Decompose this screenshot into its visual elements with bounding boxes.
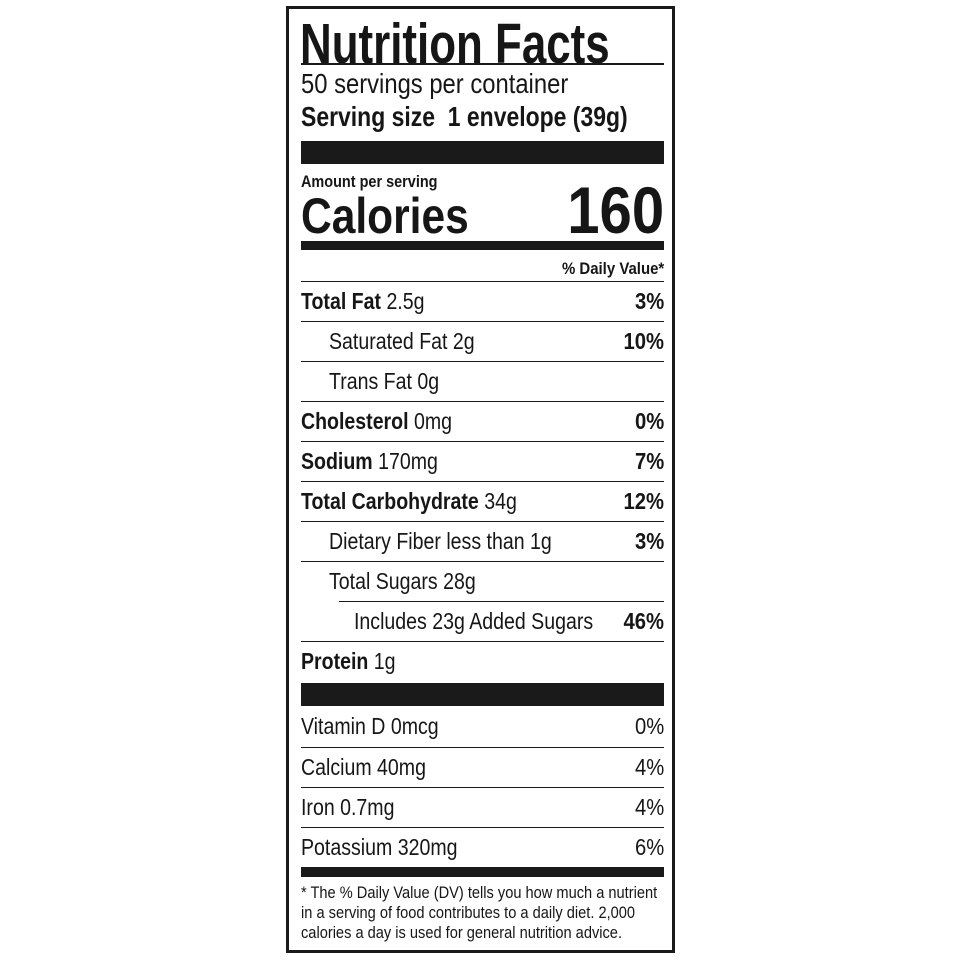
nutrient-row: Trans Fat 0g bbox=[329, 368, 440, 394]
nutrition-facts-label: Nutrition Facts 50 servings per containe… bbox=[286, 6, 675, 953]
divider bbox=[301, 787, 664, 788]
divider bbox=[301, 441, 664, 442]
footnote: * The % Daily Value (DV) tells you how m… bbox=[301, 883, 658, 942]
nutrient-row: Cholesterol 0mg 0% bbox=[301, 408, 664, 434]
divider bbox=[301, 361, 664, 362]
nutrient-row: Includes 23g Added Sugars 46% bbox=[354, 608, 664, 634]
calories-label: Calories bbox=[301, 188, 469, 244]
divider bbox=[301, 561, 664, 562]
vitamin-row: Iron 0.7mg 4% bbox=[301, 794, 664, 820]
nutrient-row: Sodium 170mg 7% bbox=[301, 448, 664, 474]
daily-value-header: % Daily Value* bbox=[561, 259, 664, 278]
vitamin-row: Potassium 320mg 6% bbox=[301, 834, 664, 860]
title: Nutrition Facts bbox=[300, 12, 610, 76]
divider bbox=[301, 827, 664, 828]
thick-bar bbox=[301, 141, 664, 164]
serving-size: Serving size 1 envelope (39g) bbox=[301, 101, 628, 132]
divider bbox=[339, 601, 664, 602]
divider bbox=[301, 521, 664, 522]
amount-per-serving: Amount per serving bbox=[301, 172, 438, 191]
medium-bar bbox=[301, 241, 664, 250]
divider bbox=[301, 747, 664, 748]
nutrient-row: Dietary Fiber less than 1g 3% bbox=[329, 528, 664, 554]
vitamin-row: Calcium 40mg 4% bbox=[301, 754, 664, 780]
nutrient-row: Protein 1g bbox=[301, 648, 396, 674]
calories-value: 160 bbox=[567, 173, 664, 247]
vitamin-row: Vitamin D 0mcg 0% bbox=[301, 713, 664, 739]
divider bbox=[301, 481, 664, 482]
divider bbox=[301, 401, 664, 402]
divider bbox=[301, 281, 664, 282]
nutrient-row: Total Sugars 28g bbox=[329, 568, 476, 594]
thick-bar bbox=[301, 683, 664, 706]
nutrient-row: Saturated Fat 2g 10% bbox=[329, 328, 664, 354]
medium-bar bbox=[301, 867, 664, 877]
servings-per-container: 50 servings per container bbox=[301, 68, 569, 99]
divider bbox=[301, 63, 664, 65]
nutrient-row: Total Fat 2.5g 3% bbox=[301, 288, 664, 314]
divider bbox=[301, 321, 664, 322]
divider bbox=[301, 641, 664, 642]
nutrient-row: Total Carbohydrate 34g 12% bbox=[301, 488, 664, 514]
